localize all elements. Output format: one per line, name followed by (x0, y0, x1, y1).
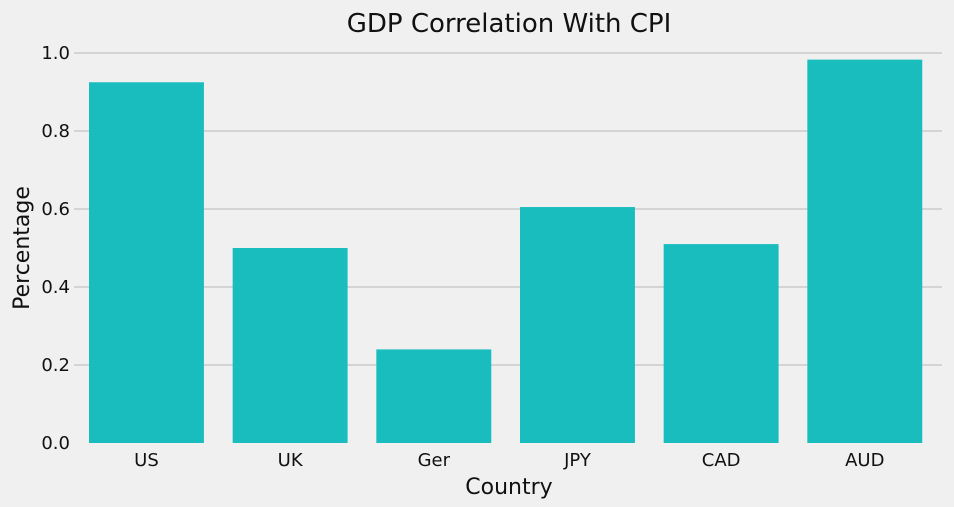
bar-us (89, 82, 204, 443)
x-tick-label-aud: AUD (845, 450, 884, 471)
y-tick-label: 0.6 (41, 199, 70, 220)
bar-jpy (520, 207, 635, 443)
bar-uk (232, 248, 348, 443)
bar-aud (807, 59, 923, 443)
x-tick-label-ger: Ger (418, 450, 451, 471)
grid-layer (74, 52, 942, 366)
y-axis-label: Percentage (10, 186, 35, 310)
bar-cad (663, 244, 779, 443)
x-tick-label-uk: UK (278, 450, 304, 471)
y-tick-label: 1.0 (41, 43, 70, 64)
y-tick-label: 0.0 (41, 433, 70, 454)
chart-title: GDP Correlation With CPI (347, 9, 672, 39)
x-tick-label-us: US (134, 450, 159, 471)
y-tick-labels: 0.0 0.2 0.4 0.6 0.8 1.0 (41, 43, 70, 454)
bar-layer (89, 59, 923, 443)
y-tick-label: 0.8 (41, 121, 70, 142)
x-tick-label-jpy: JPY (563, 450, 592, 471)
y-tick-label: 0.2 (41, 355, 70, 376)
x-axis-label: Country (465, 475, 552, 500)
x-tick-label-cad: CAD (702, 450, 741, 471)
bar-ger (376, 349, 492, 443)
x-tick-labels: US UK Ger JPY CAD AUD (134, 450, 884, 471)
y-tick-label: 0.4 (41, 277, 70, 298)
